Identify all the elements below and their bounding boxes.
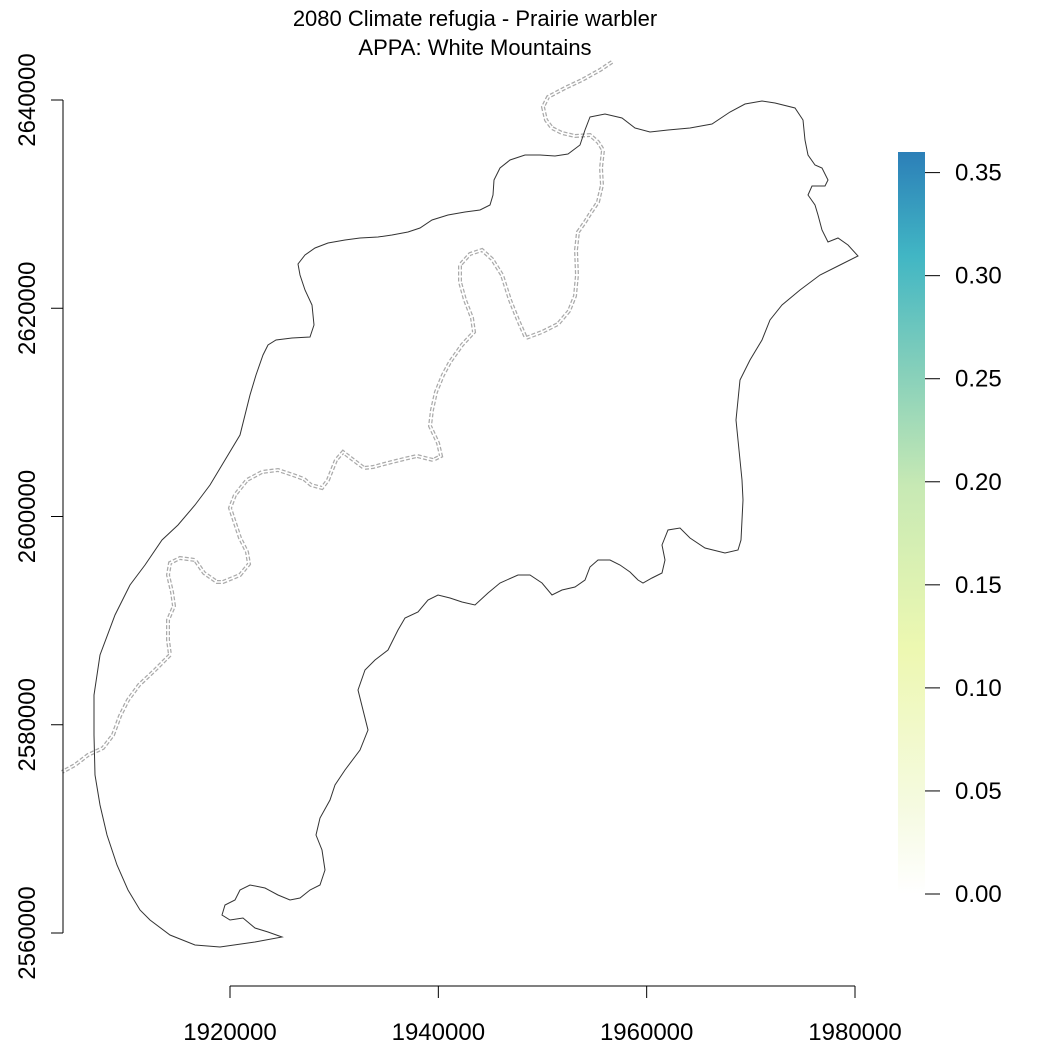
y-axis: 2560000 2580000 2600000 2620000 2640000 [14,53,64,980]
colorbar-tick-label: 0.00 [955,881,1002,908]
dashed-boundary-line [61,60,614,774]
colorbar-tick-label: 0.15 [955,572,1002,599]
y-tick-label: 2600000 [14,470,41,563]
colorbar-tick-label: 0.35 [955,160,1002,187]
colorbar-tick-label: 0.30 [955,263,1002,290]
map-title-line1: 2080 Climate refugia - Prairie warbler [293,6,657,31]
x-tick-label: 1960000 [600,1019,693,1046]
colorbar-tick-label: 0.25 [955,366,1002,393]
colorbar-tick-label: 0.20 [955,469,1002,496]
y-tick-label: 2580000 [14,678,41,771]
x-tick-label: 1940000 [392,1019,485,1046]
x-tick-label: 1920000 [183,1019,276,1046]
x-tick-label: 1980000 [808,1019,901,1046]
x-axis: 1920000 1940000 1960000 1980000 [183,985,902,1046]
y-tick-label: 2640000 [14,53,41,146]
colorbar-gradient [898,152,925,894]
colorbar-tick-label: 0.10 [955,675,1002,702]
y-tick-label: 2560000 [14,886,41,979]
colorbar-tick-label: 0.05 [955,778,1002,805]
y-tick-label: 2620000 [14,262,41,355]
map-title-line2: APPA: White Mountains [358,35,591,60]
colorbar-legend: 0.00 0.05 0.10 0.15 0.20 0.25 0.30 0.35 [898,152,1002,908]
appa-polygon-outline [93,100,859,948]
